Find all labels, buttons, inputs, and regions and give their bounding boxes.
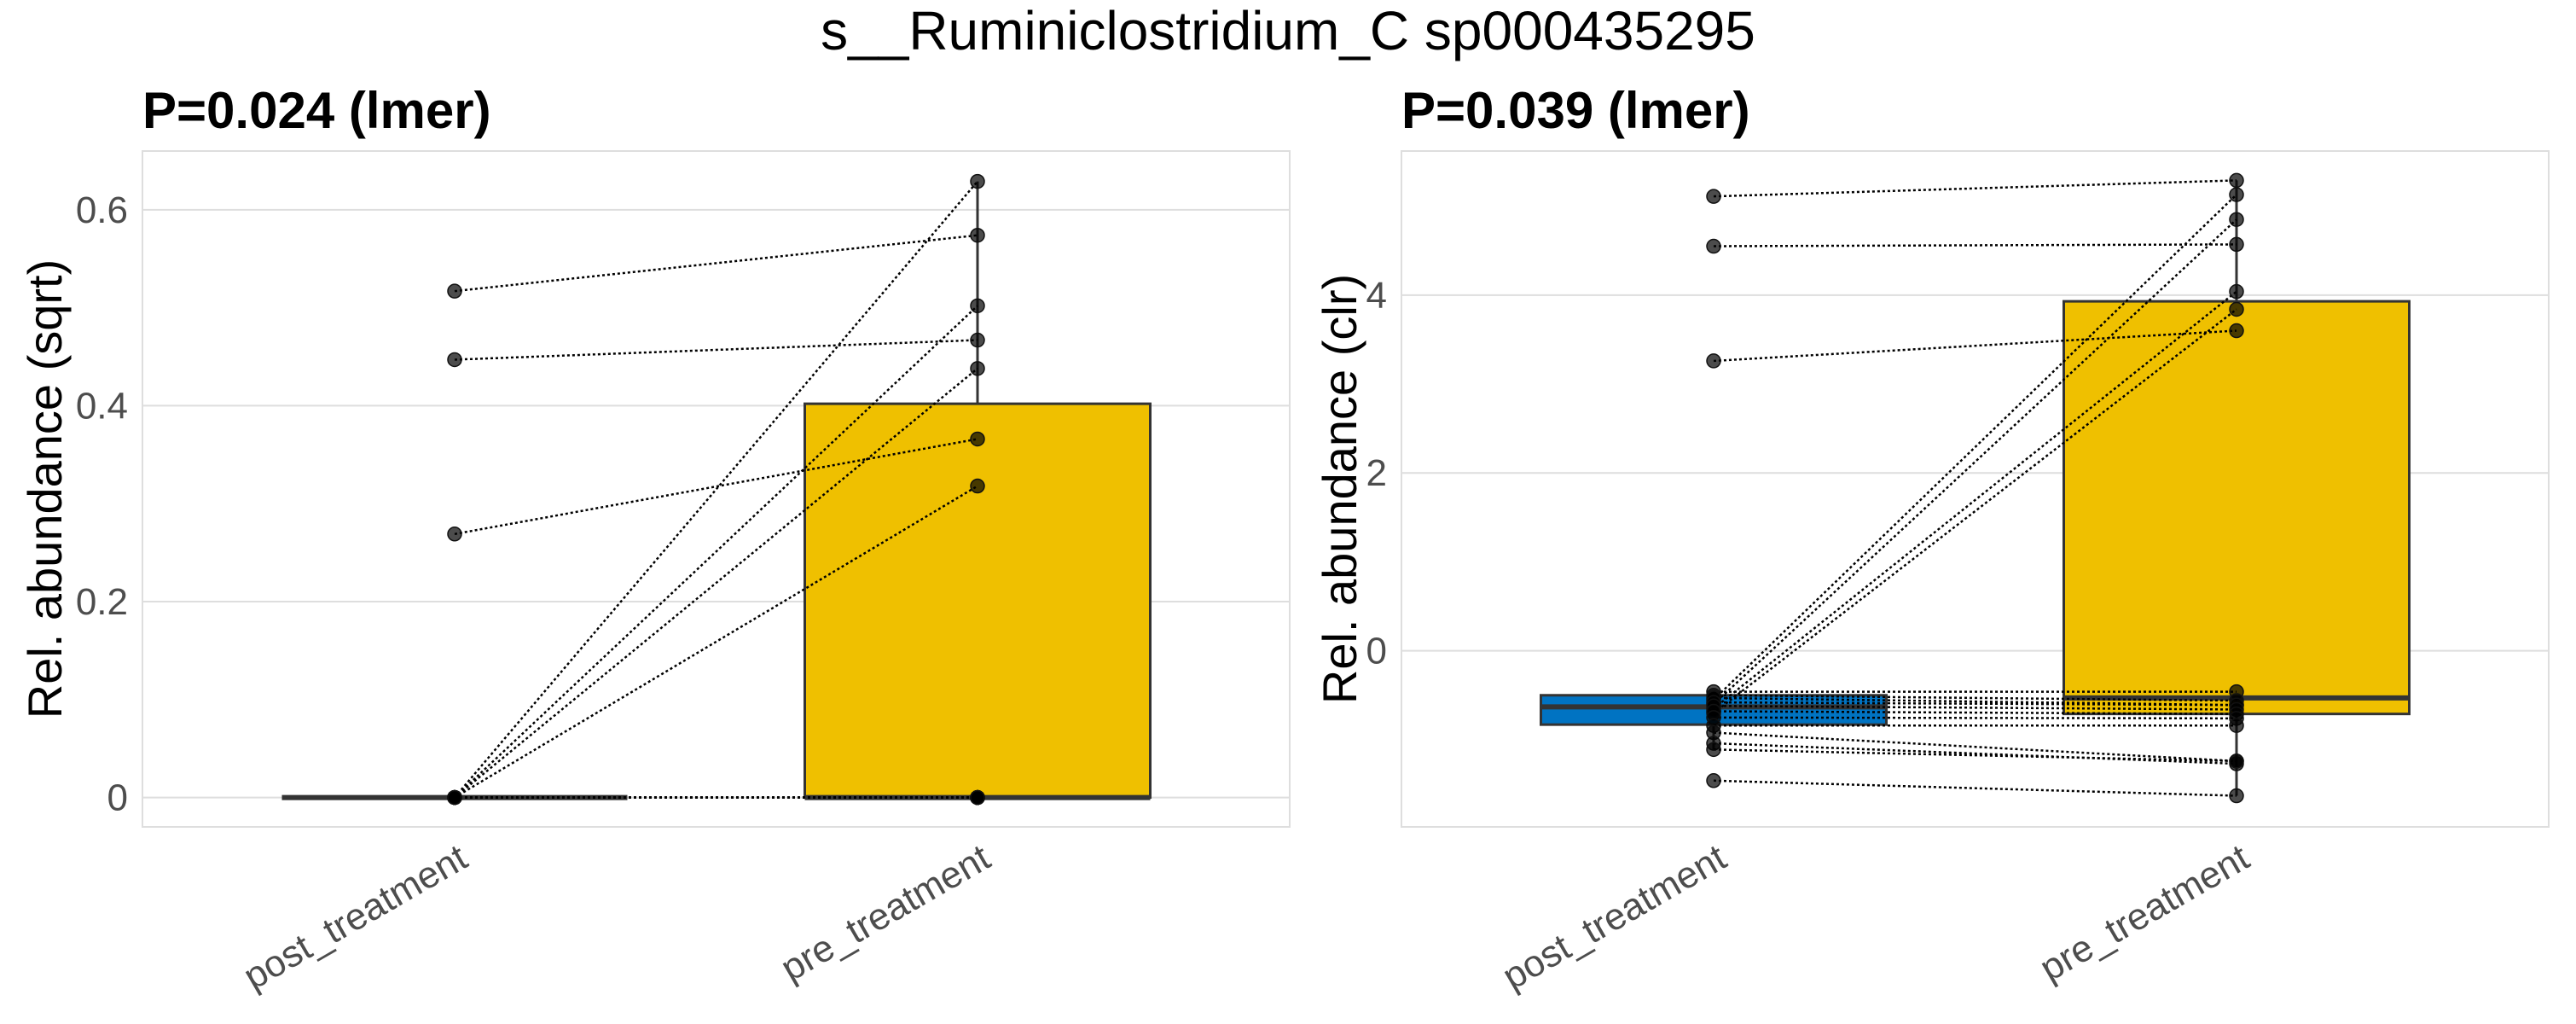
marks: [281, 173, 1152, 806]
data-point: [970, 431, 985, 447]
paired-line: [1713, 710, 2237, 715]
panel-title-sqrt: P=0.024 (lmer): [142, 82, 491, 139]
data-point: [1706, 773, 1721, 788]
paired-line: [454, 305, 978, 799]
y-tick-label: 0: [107, 777, 128, 819]
paired-line: [1713, 194, 2237, 701]
y-axis-label-clr: Rel. abundance (clr): [1313, 274, 1366, 704]
x-tick-label: post_treatment: [236, 836, 474, 998]
data-point: [1706, 742, 1721, 758]
panel-title-clr: P=0.039 (lmer): [1401, 82, 1750, 139]
data-point: [447, 352, 462, 368]
paired-line: [1713, 694, 2237, 702]
y-tick-label: 4: [1366, 275, 1387, 317]
paired-line: [454, 339, 978, 361]
paired-line: [1713, 290, 2237, 710]
data-point: [447, 527, 462, 542]
paired-line: [454, 234, 978, 293]
y-tick-label: 0.2: [76, 581, 128, 623]
data-point: [2229, 236, 2244, 253]
x-ticks: post_treatment pre_treatment: [1495, 836, 2256, 998]
y-ticks: 0 2 4: [1366, 275, 1387, 672]
figure-title: s__Ruminiclostridium_C sp000435295: [821, 0, 1755, 61]
paired-line: [454, 485, 978, 799]
marks: [1540, 172, 2411, 804]
paired-line: [454, 367, 978, 799]
x-ticks: post_treatment pre_treatment: [236, 836, 997, 998]
panel-border: [142, 150, 1291, 828]
data-point: [1706, 353, 1721, 369]
data-point: [2229, 283, 2244, 300]
data-point: [970, 789, 985, 806]
data-point: [970, 298, 985, 314]
box-pre_treatment: [2063, 300, 2411, 716]
data-point: [970, 332, 985, 348]
data-point: [2229, 718, 2244, 733]
paired-line: [1713, 731, 2237, 763]
data-point: [1706, 238, 1721, 254]
paired-line: [1713, 705, 2237, 711]
paired-line: [1713, 779, 2237, 797]
data-point: [970, 478, 985, 494]
data-point: [1706, 189, 1721, 204]
y-tick-label: 0.4: [76, 385, 128, 427]
data-point: [2229, 172, 2244, 189]
paired-line: [1713, 716, 2237, 720]
data-point: [2229, 788, 2244, 804]
y-tick-label: 0.6: [76, 189, 128, 231]
paired-line: [454, 180, 978, 799]
data-point: [2229, 187, 2244, 202]
data-point: [447, 789, 462, 806]
data-point: [2229, 301, 2244, 317]
paired-line: [1713, 701, 2237, 707]
paired-line: [1713, 218, 2237, 706]
x-tick-label: pre_treatment: [2033, 836, 2256, 989]
data-point: [970, 361, 985, 376]
paired-line: [1713, 742, 2237, 765]
paired-line: [1713, 329, 2237, 363]
data-point: [2229, 212, 2244, 227]
x-tick-label: post_treatment: [1495, 836, 1733, 998]
paired-line: [1713, 243, 2237, 247]
x-tick-label: pre_treatment: [774, 836, 997, 989]
panel-border: [1401, 150, 2550, 828]
panel-clr: P=0.039 (lmer) Rel. abundance (clr) 024 …: [1313, 82, 2550, 998]
data-point: [970, 227, 985, 243]
paired-line: [1713, 748, 2237, 763]
data-point: [2229, 753, 2244, 769]
y-tick-label: 0: [1366, 631, 1387, 672]
data-point: [447, 283, 462, 299]
paired-line: [1713, 179, 2237, 198]
box-pre_treatment: [804, 402, 1152, 800]
data-point: [2229, 323, 2244, 339]
y-ticks: 0 0.2 0.4 0.6: [76, 189, 128, 819]
y-tick-label: 2: [1366, 452, 1387, 494]
y-axis-label-sqrt: Rel. abundance (sqrt): [18, 259, 72, 719]
data-point: [970, 173, 985, 189]
panel-sqrt: P=0.024 (lmer) Rel. abundance (sqrt) 0 0.…: [18, 82, 1291, 998]
paired-line: [454, 438, 978, 536]
